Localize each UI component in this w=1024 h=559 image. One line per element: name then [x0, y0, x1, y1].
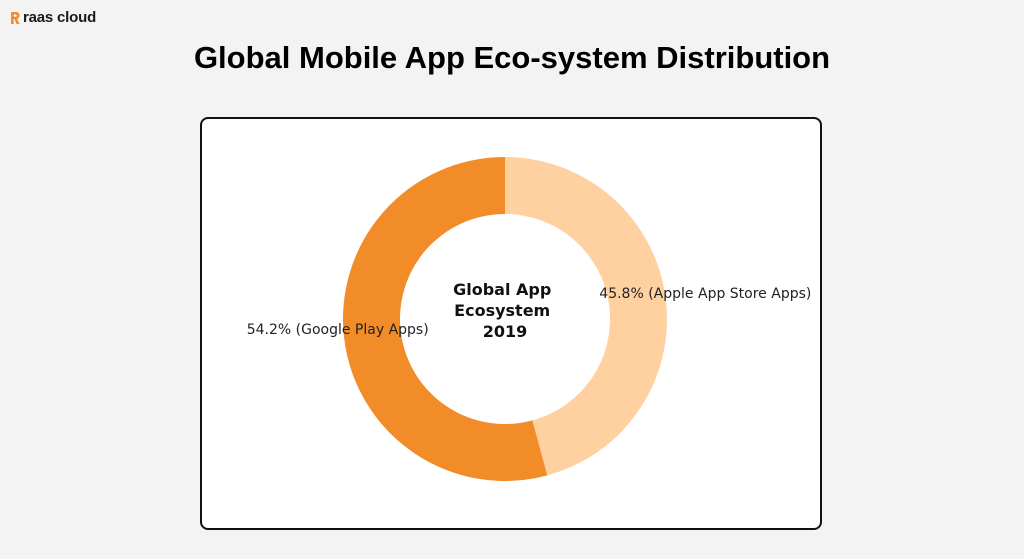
donut-slices: [342, 157, 667, 481]
page-title: Global Mobile App Eco-system Distributio…: [193, 40, 831, 75]
center-label-line-2: Ecosystem: [454, 301, 550, 320]
slice-label-google-play-apps: 54.2% (Google Play Apps): [247, 322, 429, 338]
donut-chart: 45.8% (Apple App Store Apps) 54.2% (Googl…: [247, 157, 812, 481]
center-label-line-1: Global App: [453, 280, 551, 299]
brand-name: raas cloud: [23, 9, 97, 26]
brand-logo[interactable]: raas cloud: [10, 9, 96, 26]
donut-slice-google-play-apps: [342, 157, 548, 481]
slice-label-apple-app-store-apps: 45.8% (Apple App Store Apps): [599, 286, 811, 302]
center-label: Global App Ecosystem 2019: [453, 280, 557, 341]
slice-labels: 45.8% (Apple App Store Apps) 54.2% (Googl…: [247, 286, 812, 338]
donut-slice-apple-app-store-apps: [505, 157, 667, 476]
chart-card: 45.8% (Apple App Store Apps) 54.2% (Googl…: [200, 117, 822, 530]
raas-logo-icon: [11, 11, 20, 24]
center-label-line-3: 2019: [483, 322, 528, 341]
